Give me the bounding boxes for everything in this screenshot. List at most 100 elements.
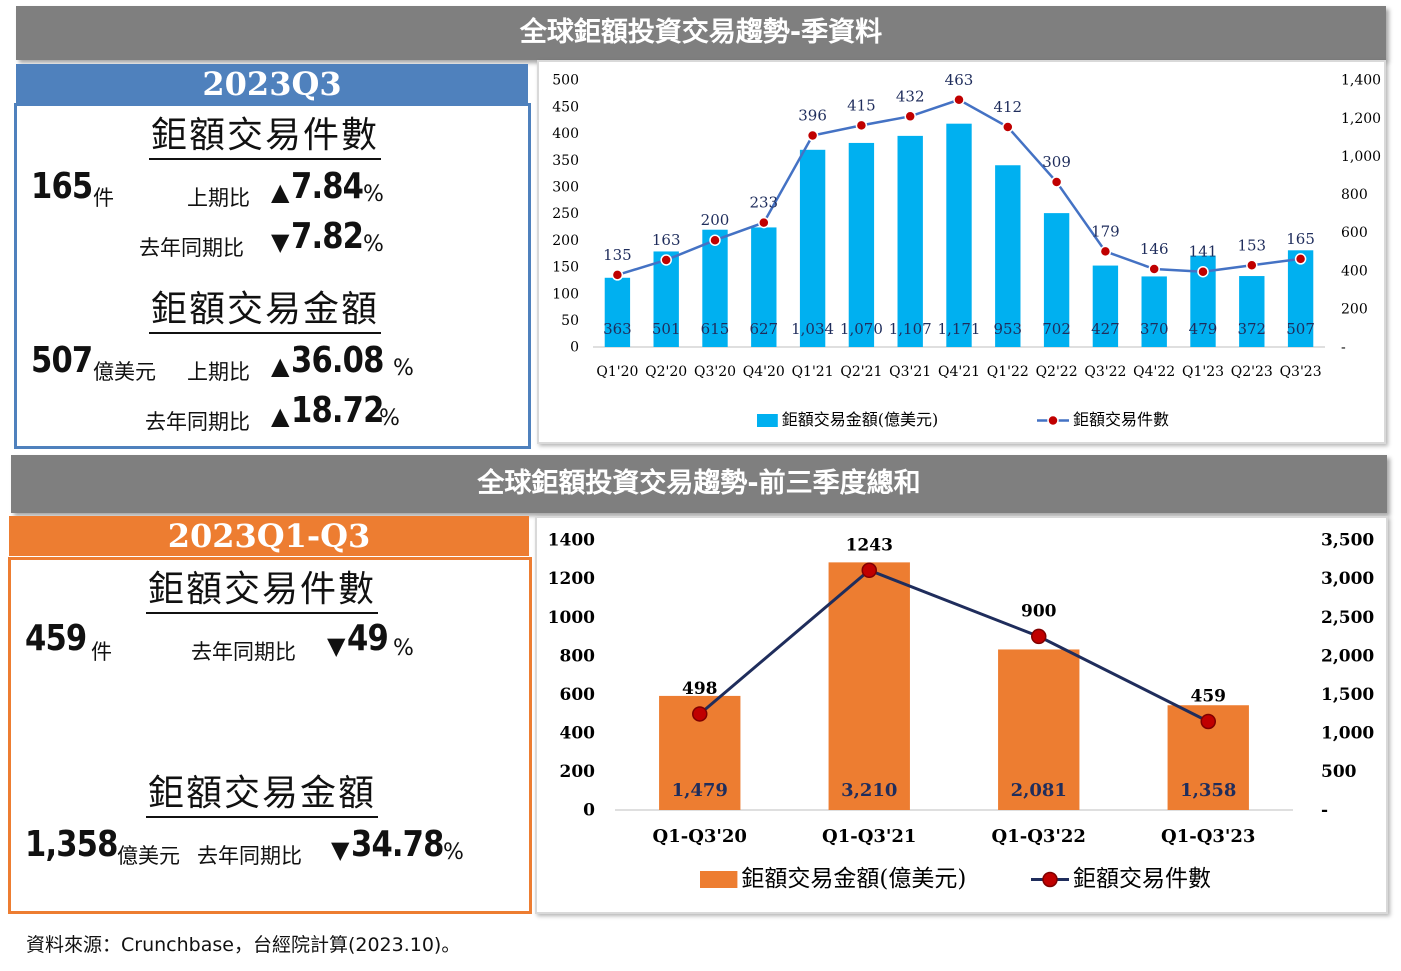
amount-bar-label: 479 [1189, 320, 1218, 338]
bottom-count-value: 459 [25, 618, 87, 659]
amount-bar-label: 615 [701, 320, 730, 338]
amount-bar-label: 702 [1042, 320, 1071, 338]
left-axis-tick-label: 50 [561, 313, 579, 329]
category-label: Q2'21 [840, 364, 882, 380]
top-amount-value: 507 [31, 340, 93, 381]
left-axis-tick-label: 1000 [548, 608, 595, 628]
amount-bar [848, 142, 875, 347]
amount-bar-label: 501 [652, 320, 681, 338]
bottom-count-yoy-arrow: ▼ [327, 632, 346, 660]
legend-line-marker [1047, 414, 1059, 427]
right-axis-tick-label: 500 [1321, 762, 1357, 782]
legend-bar-label: 鉅額交易金額(億美元) [741, 866, 966, 892]
category-label: Q1-Q3'22 [992, 826, 1086, 847]
left-axis-tick-label: 600 [560, 685, 596, 705]
cumulative-chart: 0 200 400 600 800 1000 1200 1400 - 500 1,000 1,500 2… [535, 516, 1388, 914]
count-point-label: 165 [1286, 230, 1315, 248]
right-axis-tick-label: 200 [1341, 302, 1368, 318]
top-amount-yoy-value: 18.72 [291, 390, 384, 431]
count-point-label: 233 [749, 194, 778, 212]
bottom-summary-panel: 鉅額交易件數 459 件 去年同期比 ▼ 49 % 鉅額交易金額 1,358 億… [8, 557, 532, 914]
bottom-count-title: 鉅額交易件數 [146, 568, 379, 614]
amount-bar [1239, 276, 1265, 347]
left-axis-tick-label: 0 [583, 801, 595, 821]
bottom-count-yoy-label: 去年同期比 [191, 640, 296, 664]
right-axis-tick-label: 400 [1341, 263, 1368, 279]
left-axis-tick-label: 0 [570, 340, 579, 356]
amount-bar [799, 149, 826, 347]
top-amount-qoq-percent: % [393, 356, 414, 381]
count-point-label: 163 [652, 231, 681, 249]
count-point-label: 1243 [846, 535, 893, 555]
top-count-qoq-percent: % [363, 182, 384, 207]
amount-bar-label: 370 [1140, 320, 1169, 338]
category-label: Q3'22 [1084, 364, 1126, 380]
category-label: Q1'22 [987, 364, 1029, 380]
source-note: 資料來源：Crunchbase，台經院計算(2023.10)。 [26, 934, 461, 956]
bottom-banner: 全球鉅額投資交易趨勢-前三季度總和 [11, 455, 1387, 513]
amount-bar-label: 627 [749, 320, 778, 338]
count-point [1200, 713, 1216, 730]
legend-line-label: 鉅額交易件數 [1073, 866, 1211, 892]
bottom-amount-value: 1,358 [25, 824, 118, 865]
left-axis-tick-label: 250 [552, 206, 579, 222]
right-axis-tick-label: 1,400 [1341, 73, 1381, 89]
right-axis-tick-label: 3,000 [1321, 569, 1374, 589]
bottom-amount-yoy-arrow: ▼ [331, 836, 350, 864]
top-count-qoq-value: 7.84 [291, 166, 364, 207]
bottom-banner-title: 全球鉅額投資交易趨勢-前三季度總和 [477, 468, 921, 499]
quarterly-chart-svg: 0 50 100 150 200 250 300 350 400 450 500 - 200 400 600… [552, 71, 1381, 429]
amount-bar-label: 1,034 [791, 320, 834, 338]
right-axis-tick-label: - [1321, 801, 1328, 821]
count-point-label: 412 [993, 98, 1022, 116]
bottom-amount-unit: 億美元 [117, 844, 180, 868]
right-axis-tick-label: 1,000 [1341, 149, 1381, 165]
top-banner-title: 全球鉅額投資交易趨勢-季資料 [519, 17, 883, 48]
count-point-label: 432 [896, 87, 925, 105]
count-point [611, 269, 624, 281]
count-point-label: 141 [1189, 243, 1218, 261]
bottom-amount-yoy-percent: % [443, 840, 464, 865]
bottom-count-yoy-value: 49 [347, 618, 389, 659]
category-label: Q4'21 [938, 364, 980, 380]
category-label: Q1-Q3'23 [1161, 826, 1255, 847]
amount-bar-label: 2,081 [1011, 780, 1067, 801]
category-label: Q3'23 [1280, 364, 1322, 380]
amount-bar-label: 507 [1286, 320, 1315, 338]
top-period-tag: 2023Q3 [16, 64, 528, 104]
left-axis-tick-label: 1400 [548, 531, 595, 551]
category-label: Q2'20 [645, 364, 687, 380]
top-count-title: 鉅額交易件數 [149, 114, 382, 160]
count-point [953, 94, 965, 106]
count-point [861, 562, 877, 579]
left-axis-tick-label: 500 [552, 73, 579, 89]
bottom-amount-yoy-value: 34.78 [351, 824, 444, 865]
left-axis-tick-label: 350 [552, 153, 579, 169]
count-point [855, 119, 868, 132]
left-axis-tick-label: 100 [552, 286, 579, 302]
left-axis-tick-label: 400 [560, 724, 596, 744]
bottom-period-label: 2023Q1-Q3 [167, 517, 371, 555]
bottom-period-tag: 2023Q1-Q3 [9, 516, 529, 556]
bottom-count-yoy-percent: % [393, 636, 414, 661]
top-amount-unit: 億美元 [93, 360, 156, 384]
left-axis-tick-label: 800 [560, 646, 596, 666]
amount-bar-label: 3,210 [841, 780, 897, 801]
category-label: Q1-Q3'20 [653, 826, 747, 847]
bottom-amount-title: 鉅額交易金額 [146, 772, 379, 818]
amount-bar-label: 953 [993, 320, 1022, 338]
amount-bar-label: 1,358 [1180, 780, 1236, 801]
count-point-label: 146 [1140, 240, 1169, 258]
count-line [698, 568, 1209, 723]
left-axis-tick-label: 300 [552, 179, 579, 195]
right-axis-tick-label: 800 [1341, 187, 1368, 203]
legend-bar-swatch [757, 414, 778, 427]
count-point-label: 498 [682, 679, 718, 699]
amount-bar [702, 229, 728, 347]
category-label: Q2'23 [1231, 364, 1273, 380]
count-point [1002, 121, 1014, 133]
top-amount-qoq-label: 上期比 [187, 360, 250, 384]
top-count-yoy-label: 去年同期比 [139, 236, 244, 260]
amount-bar-label: 363 [603, 320, 632, 338]
category-label: Q4'22 [1133, 364, 1175, 380]
